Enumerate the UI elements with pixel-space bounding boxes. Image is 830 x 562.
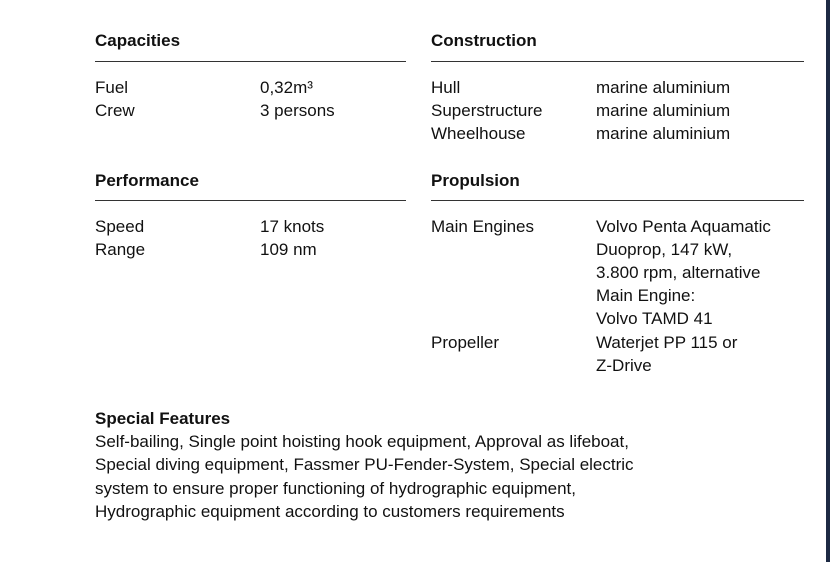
spec-label: Propeller [431,333,500,352]
spec-value: Main Engine: [596,286,696,305]
spec-value: 17 knots [260,217,325,236]
spec-value: 109 nm [260,240,317,259]
special-features-line: Hydrographic equipment according to cust… [95,502,565,521]
divider [95,61,406,62]
spec-label: Main Engines [431,217,535,236]
spec-value: 3 persons [260,101,335,120]
capacities-heading: Capacities [95,31,181,50]
spec-value: Duoprop, 147 kW, [596,240,733,259]
spec-label: Superstructure [431,101,543,120]
window-edge [826,0,830,562]
spec-value: marine aluminium [596,124,731,143]
spec-value: marine aluminium [596,78,731,97]
spec-value: 3.800 rpm, alternative [596,263,761,282]
spec-label: Crew [95,101,135,120]
spec-value: Z-Drive [596,356,652,375]
spec-value: Volvo TAMD 41 [596,309,713,328]
spec-label: Range [95,240,146,259]
spec-label: Wheelhouse [431,124,526,143]
spec-value: Volvo Penta Aquamatic [596,217,771,236]
spec-value: marine aluminium [596,101,731,120]
divider [95,200,406,201]
special-features-heading: Special Features [95,409,231,428]
spec-label: Speed [95,217,145,236]
performance-heading: Performance [95,171,199,190]
special-features-line: Self-bailing, Single point hoisting hook… [95,432,629,451]
special-features-line: system to ensure proper functioning of h… [95,479,576,498]
propulsion-heading: Propulsion [431,171,520,190]
divider [431,61,804,62]
special-features-line: Special diving equipment, Fassmer PU-Fen… [95,455,634,474]
spec-value: Waterjet PP 115 or [596,333,738,352]
spec-value: 0,32m³ [260,78,313,97]
spec-label: Fuel [95,78,129,97]
spec-label: Hull [431,78,461,97]
construction-heading: Construction [431,31,537,50]
divider [431,200,804,201]
